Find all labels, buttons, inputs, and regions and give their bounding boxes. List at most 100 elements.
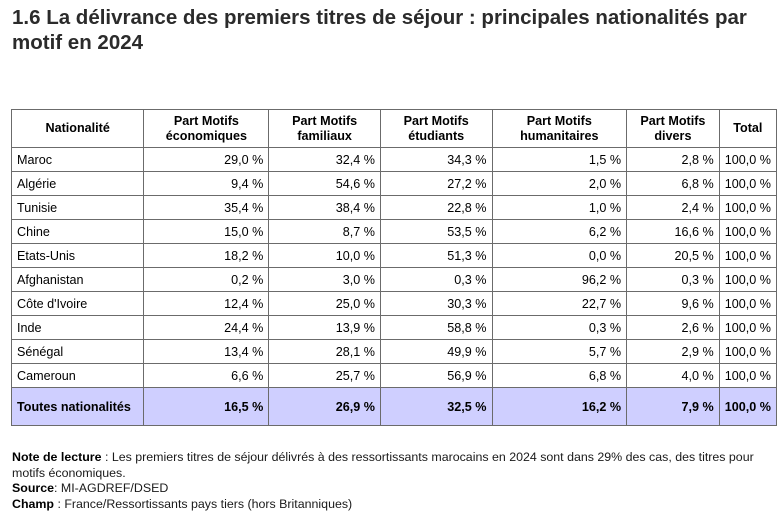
nationality-cell: Sénégal: [10, 339, 145, 364]
scope-note: Champ : France/Ressortissants pays tiers…: [12, 497, 767, 513]
table-row: Inde 24,4 % 13,9 % 58,8 % 0,3 % 2,6 % 100,0 %: [10, 315, 777, 340]
total-value-cell: 16,5 %: [143, 387, 270, 426]
nationality-cell: Tunisie: [10, 195, 145, 220]
column-header: Part Motifs divers: [626, 109, 720, 148]
value-cell: 100,0 %: [718, 315, 777, 340]
value-cell: 1,0 %: [491, 195, 628, 220]
table-row: Maroc 29,0 % 32,4 % 34,3 % 1,5 % 2,8 % 100,0 %: [10, 147, 777, 172]
value-cell: 35,4 %: [143, 195, 270, 220]
value-cell: 100,0 %: [718, 267, 777, 292]
value-cell: 100,0 %: [718, 291, 777, 316]
reading-note-label: Note de lecture: [12, 450, 102, 464]
total-value-cell: 7,9 %: [626, 387, 720, 426]
value-cell: 12,4 %: [143, 291, 270, 316]
total-value-cell: 32,5 %: [379, 387, 493, 426]
value-cell: 32,4 %: [268, 147, 381, 172]
nationality-cell: Cameroun: [10, 363, 145, 388]
total-value-cell: 100,0 %: [718, 387, 777, 426]
value-cell: 4,0 %: [626, 363, 720, 388]
value-cell: 13,4 %: [143, 339, 270, 364]
nationality-cell: Maroc: [10, 147, 145, 172]
value-cell: 0,3 %: [491, 315, 628, 340]
value-cell: 13,9 %: [268, 315, 381, 340]
value-cell: 2,8 %: [626, 147, 720, 172]
reading-note-text: : Les premiers titres de séjour délivrés…: [12, 450, 754, 480]
value-cell: 22,8 %: [379, 195, 493, 220]
value-cell: 2,0 %: [491, 171, 628, 196]
nationality-cell: Inde: [10, 315, 145, 340]
value-cell: 0,3 %: [379, 267, 493, 292]
column-header: Part Motifs économiques: [143, 109, 270, 148]
value-cell: 100,0 %: [718, 219, 777, 244]
value-cell: 18,2 %: [143, 243, 270, 268]
value-cell: 6,8 %: [626, 171, 720, 196]
value-cell: 5,7 %: [491, 339, 628, 364]
nationality-cell: Côte d'Ivoire: [10, 291, 145, 316]
table-row: Côte d'Ivoire 12,4 % 25,0 % 30,3 % 22,7 % 9,6…: [10, 291, 777, 316]
total-value-cell: 16,2 %: [491, 387, 628, 426]
value-cell: 34,3 %: [379, 147, 493, 172]
value-cell: 0,3 %: [626, 267, 720, 292]
value-cell: 2,9 %: [626, 339, 720, 364]
value-cell: 15,0 %: [143, 219, 270, 244]
value-cell: 9,4 %: [143, 171, 270, 196]
value-cell: 96,2 %: [491, 267, 628, 292]
table-row: Cameroun 6,6 % 25,7 % 56,9 % 6,8 % 4,0 % 100,0…: [10, 363, 777, 388]
value-cell: 100,0 %: [718, 171, 777, 196]
value-cell: 6,2 %: [491, 219, 628, 244]
value-cell: 28,1 %: [268, 339, 381, 364]
value-cell: 0,2 %: [143, 267, 270, 292]
page-title: 1.6 La délivrance des premiers titres de…: [12, 6, 747, 54]
nationality-cell: Etats-Unis: [10, 243, 145, 268]
value-cell: 51,3 %: [379, 243, 493, 268]
table-row: Chine 15,0 % 8,7 % 53,5 % 6,2 % 16,6 % 100,0 %: [10, 219, 777, 244]
nationality-cell: Afghanistan: [10, 267, 145, 292]
table-row: Afghanistan 0,2 % 3,0 % 0,3 % 96,2 % 0,3 % 100…: [10, 267, 777, 292]
column-header: Nationalité: [10, 109, 145, 148]
table-header-row: Nationalité Part Motifs économiques Part M…: [10, 109, 777, 148]
reading-note: Note de lecture : Les premiers titres de…: [12, 450, 767, 481]
column-header: Part Motifs étudiants: [379, 109, 493, 148]
table-row: Etats-Unis 18,2 % 10,0 % 51,3 % 0,0 % 20,5 % 1…: [10, 243, 777, 268]
value-cell: 1,5 %: [491, 147, 628, 172]
total-label-cell: Toutes nationalités: [10, 387, 145, 426]
total-value-cell: 26,9 %: [268, 387, 381, 426]
value-cell: 27,2 %: [379, 171, 493, 196]
source-note-text: : MI-AGDREF/DSED: [54, 481, 169, 495]
value-cell: 53,5 %: [379, 219, 493, 244]
value-cell: 100,0 %: [718, 339, 777, 364]
source-note-label: Source: [12, 481, 55, 495]
nationality-cell: Chine: [10, 219, 145, 244]
value-cell: 2,6 %: [626, 315, 720, 340]
value-cell: 9,6 %: [626, 291, 720, 316]
value-cell: 10,0 %: [268, 243, 381, 268]
value-cell: 54,6 %: [268, 171, 381, 196]
column-header: Part Motifs familiaux: [268, 109, 381, 148]
value-cell: 2,4 %: [626, 195, 720, 220]
value-cell: 24,4 %: [143, 315, 270, 340]
scope-note-label: Champ: [12, 496, 54, 511]
value-cell: 100,0 %: [718, 363, 777, 388]
value-cell: 29,0 %: [143, 147, 270, 172]
value-cell: 30,3 %: [379, 291, 493, 316]
value-cell: 56,9 %: [379, 363, 493, 388]
value-cell: 22,7 %: [491, 291, 628, 316]
nationality-motive-table: Nationalité Part Motifs économiques Part M…: [10, 109, 777, 426]
value-cell: 58,8 %: [379, 315, 493, 340]
value-cell: 20,5 %: [626, 243, 720, 268]
table-row: Algérie 9,4 % 54,6 % 27,2 % 2,0 % 6,8 % 100,0 …: [10, 171, 777, 196]
value-cell: 100,0 %: [718, 147, 777, 172]
table-body: Maroc 29,0 % 32,4 % 34,3 % 1,5 % 2,8 % 100,0 %…: [10, 147, 777, 426]
column-header: Part Motifs humanitaires: [491, 109, 628, 148]
value-cell: 25,7 %: [268, 363, 381, 388]
nationality-cell: Algérie: [10, 171, 145, 196]
value-cell: 38,4 %: [268, 195, 381, 220]
value-cell: 6,8 %: [491, 363, 628, 388]
value-cell: 16,6 %: [626, 219, 720, 244]
value-cell: 25,0 %: [268, 291, 381, 316]
notes-section: Note de lecture : Les premiers titres de…: [12, 450, 767, 512]
table-row: Tunisie 35,4 % 38,4 % 22,8 % 1,0 % 2,4 % 100,0…: [10, 195, 777, 220]
source-note: Source: MI-AGDREF/DSED: [12, 481, 767, 497]
value-cell: 3,0 %: [268, 267, 381, 292]
column-header: Total: [718, 109, 777, 148]
